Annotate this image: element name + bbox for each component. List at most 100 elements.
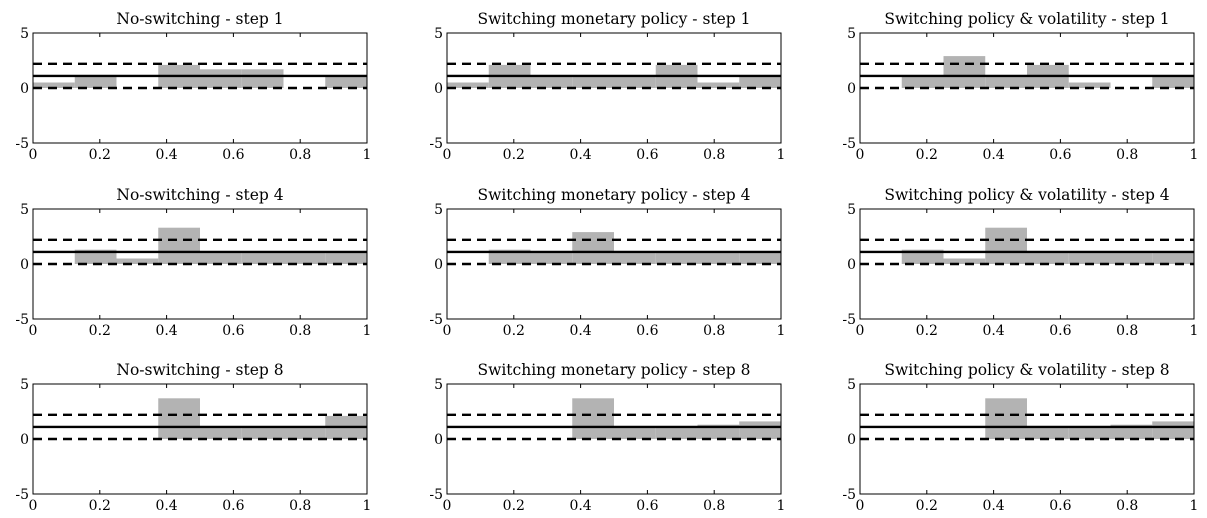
bar [325,75,367,88]
x-tick-label: 0.2 [916,498,938,514]
chart-title: Switching monetary policy - step 1 [477,10,750,28]
bar [985,398,1027,439]
bar [739,421,781,439]
chart-title: No-switching - step 8 [116,361,283,379]
x-tick-label: 0.8 [703,498,725,514]
x-tick-label: 0.6 [222,498,244,514]
y-tick-label: 0 [847,432,856,448]
y-tick-label: 5 [20,202,29,218]
y-tick-label: 5 [434,377,443,393]
bar [655,426,698,439]
bar [572,398,614,439]
x-tick-label: 1 [1190,147,1199,163]
x-tick-label: 0.8 [289,323,311,339]
y-tick-label: 0 [20,432,29,448]
bar [200,426,242,439]
bar [158,227,200,264]
x-tick-label: 0.4 [569,498,591,514]
bar [697,82,740,88]
bar [74,249,117,264]
y-tick-label: 0 [434,257,443,273]
chart-title: Switching monetary policy - step 8 [477,361,750,379]
x-tick-label: 0 [29,498,38,514]
bar [739,251,781,264]
bar [901,75,944,88]
bar [985,75,1027,88]
bar [697,424,740,439]
bar [1152,251,1194,264]
bar [614,251,656,264]
x-tick-label: 0.8 [289,147,311,163]
bar [1110,424,1153,439]
bar [283,251,326,264]
y-tick-label: 5 [434,202,443,218]
x-tick-label: 0.2 [503,323,525,339]
x-tick-label: 0.4 [569,147,591,163]
chart-title: Switching policy & volatility - step 4 [884,186,1169,204]
bar [1068,82,1111,88]
bar [1152,421,1194,439]
bar [530,75,573,88]
bar [1152,75,1194,88]
chart-title: Switching policy & volatility - step 8 [884,361,1169,379]
y-tick-label: -5 [15,136,29,152]
x-tick-label: 0.4 [155,147,177,163]
x-tick-label: 1 [363,147,372,163]
x-tick-label: 0 [29,323,38,339]
x-tick-label: 0.8 [1116,323,1138,339]
bar [158,398,200,439]
x-tick-label: 0.2 [916,323,938,339]
bar [1068,426,1111,439]
x-tick-label: 0.2 [89,323,111,339]
x-tick-label: 1 [777,498,786,514]
x-tick-label: 0.6 [1049,323,1071,339]
x-tick-label: 1 [1190,323,1199,339]
y-tick-label: 0 [434,81,443,97]
x-tick-label: 1 [363,323,372,339]
y-tick-label: -5 [842,136,856,152]
bar [572,75,614,88]
bar [241,251,284,264]
x-tick-label: 0 [29,147,38,163]
x-tick-label: 0.6 [636,323,658,339]
y-tick-label: 0 [434,432,443,448]
y-tick-label: -5 [842,487,856,503]
bar [325,251,367,264]
x-tick-label: 0.8 [1116,498,1138,514]
bar [943,258,986,264]
x-tick-label: 0 [856,323,865,339]
bar [943,56,986,88]
y-tick-label: -5 [429,312,443,328]
x-tick-label: 0.6 [636,147,658,163]
bar [283,426,326,439]
bar [530,251,573,264]
bar [116,258,159,264]
bar [74,75,117,88]
chart-title: No-switching - step 4 [116,186,283,204]
x-tick-label: 0.6 [222,323,244,339]
y-tick-label: 5 [434,26,443,42]
x-tick-label: 0.4 [982,498,1004,514]
y-tick-label: -5 [15,312,29,328]
bar [985,227,1027,264]
bar [614,426,656,439]
y-tick-label: -5 [429,136,443,152]
y-tick-label: 5 [847,202,856,218]
bar [200,69,242,88]
x-tick-label: 0.4 [155,498,177,514]
x-tick-label: 0.8 [289,498,311,514]
y-tick-label: 5 [20,377,29,393]
x-tick-label: 0.8 [1116,147,1138,163]
bar [241,69,284,88]
bar [901,249,944,264]
x-tick-label: 0 [443,147,452,163]
chart-title: No-switching - step 1 [116,10,283,28]
x-tick-label: 1 [777,147,786,163]
y-tick-label: 5 [847,377,856,393]
x-tick-label: 0.8 [703,147,725,163]
